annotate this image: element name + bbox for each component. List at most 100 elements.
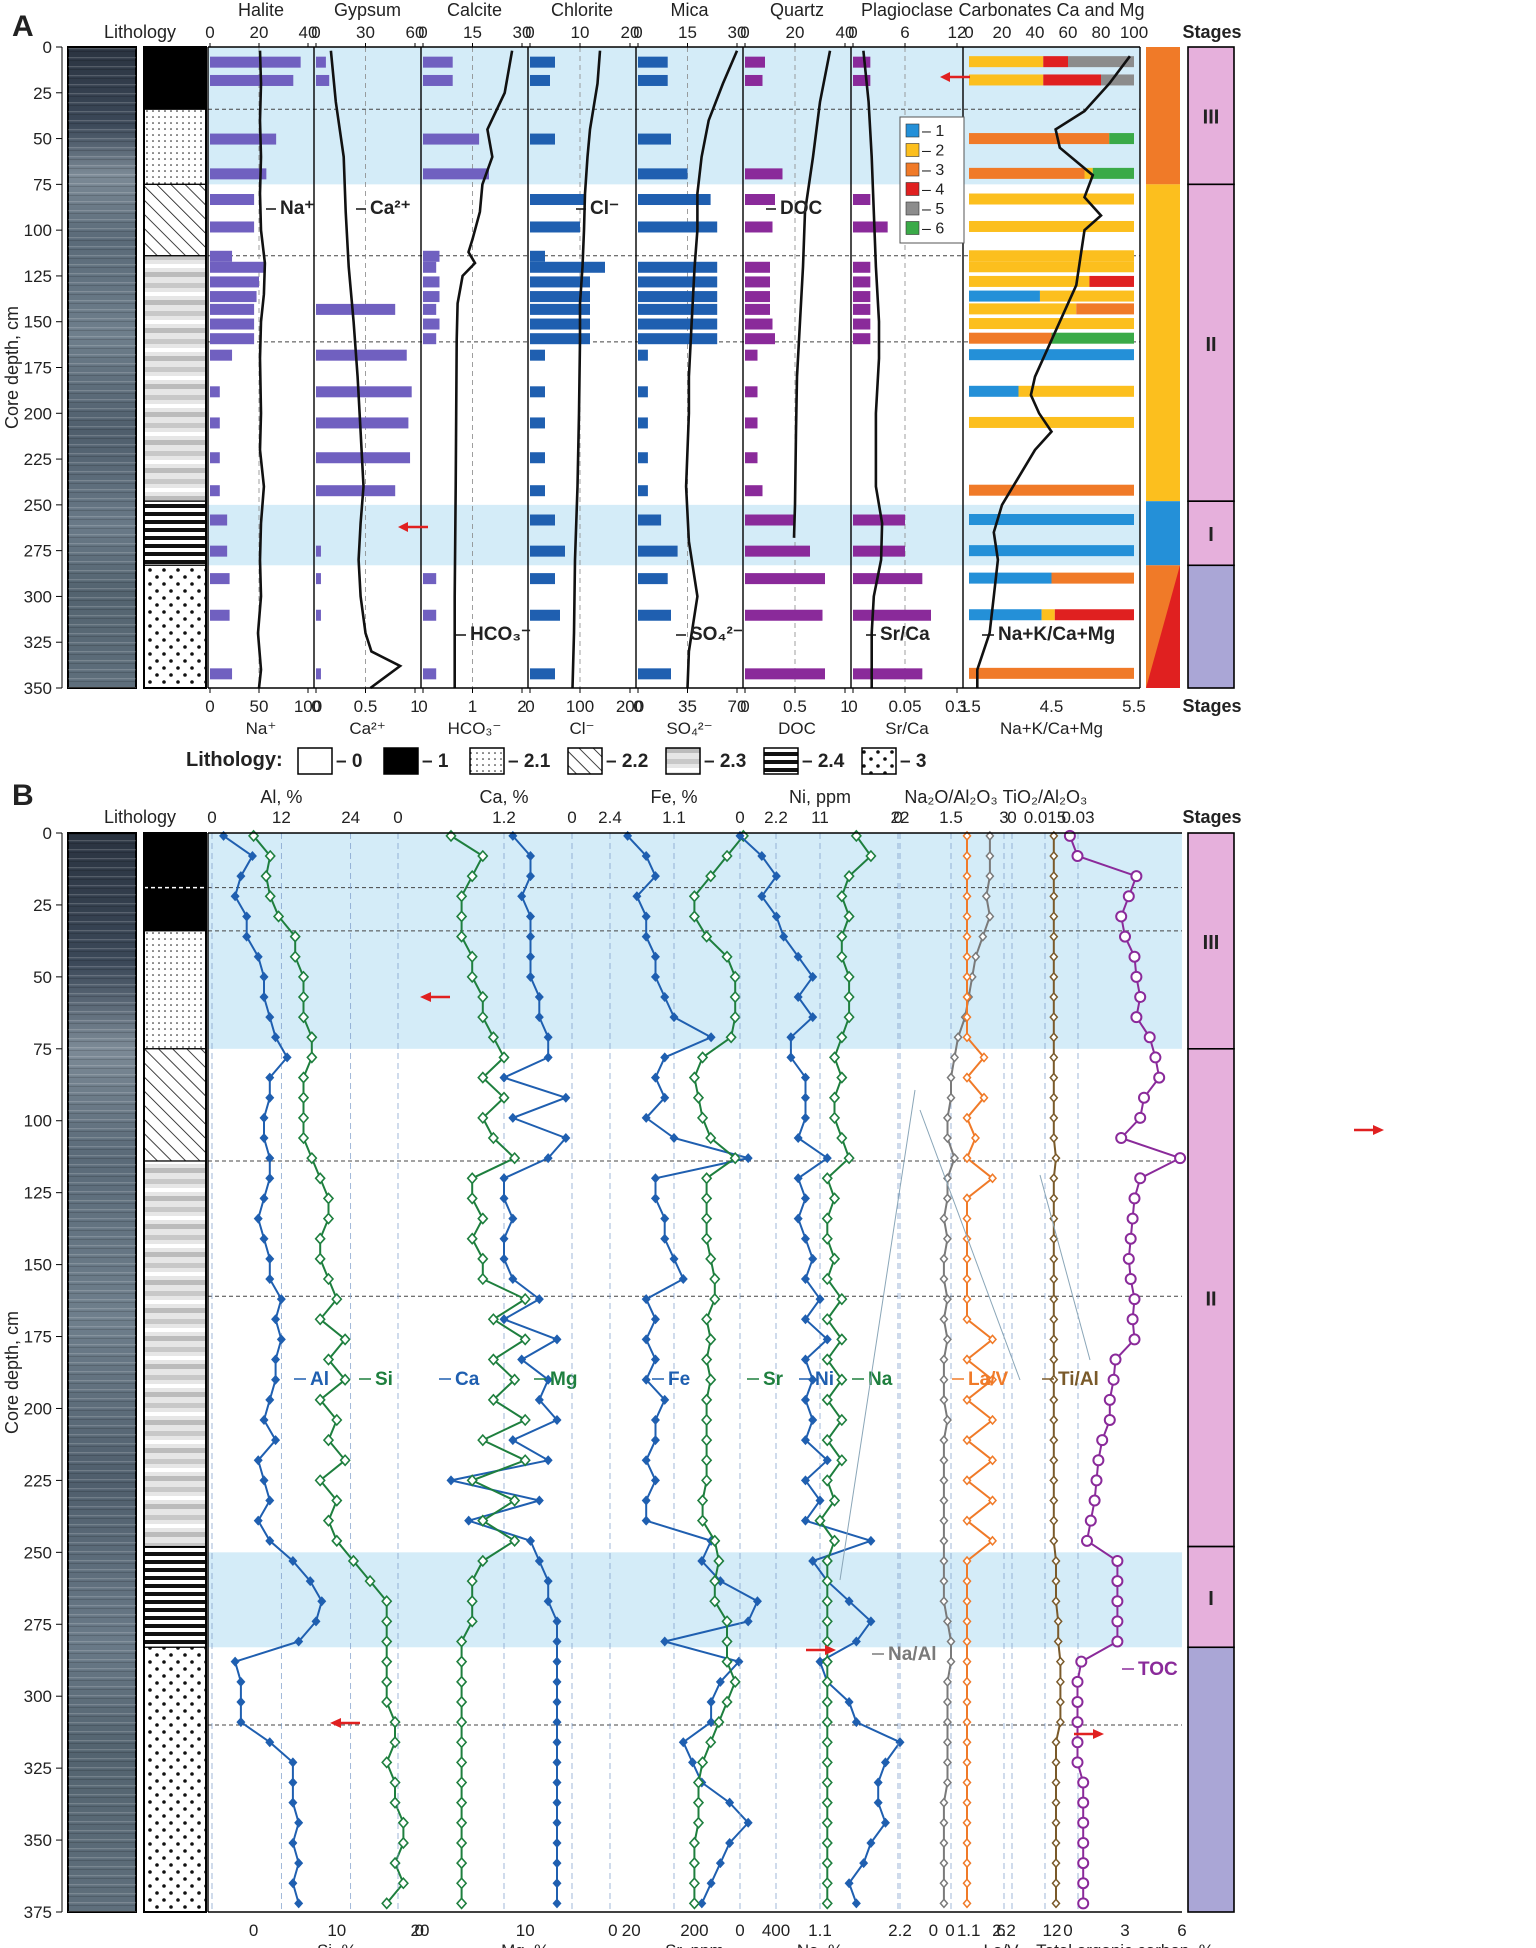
data-point	[517, 891, 527, 902]
data-point	[1153, 1071, 1166, 1084]
data-point	[314, 1313, 326, 1326]
data-point	[701, 1474, 713, 1487]
data-point	[939, 1434, 949, 1446]
data-point	[552, 1676, 562, 1687]
mineral-bar	[638, 386, 648, 398]
data-point	[709, 1595, 721, 1608]
data-point	[381, 1655, 393, 1668]
mineral-tick-label: 20	[621, 23, 640, 42]
data-point	[477, 1071, 489, 1084]
mineral-bar	[316, 349, 407, 361]
mineral-bar	[853, 194, 871, 206]
data-point	[1128, 1293, 1141, 1306]
data-point	[1055, 1676, 1065, 1687]
stage-color-segment	[1146, 501, 1180, 566]
lith-interval	[143, 1646, 207, 1913]
data-point	[1077, 1796, 1090, 1809]
data-point	[526, 911, 535, 922]
data-point	[701, 1192, 713, 1205]
ion-tick-label: 0	[848, 697, 857, 716]
data-point	[828, 1091, 841, 1104]
data-point	[808, 1374, 818, 1385]
data-point	[650, 971, 660, 982]
red-arrow-head	[825, 1645, 836, 1655]
data-point	[942, 1112, 952, 1123]
data-point	[230, 891, 240, 902]
data-point	[322, 1192, 335, 1205]
data-point	[650, 1072, 660, 1083]
data-point	[705, 1736, 717, 1749]
carbonate-segment	[1092, 167, 1134, 179]
data-point	[247, 851, 257, 862]
ion-tick-label: 100	[294, 697, 322, 716]
data-point	[821, 1232, 833, 1245]
data-point	[466, 869, 478, 883]
lith-interval	[143, 255, 207, 502]
data-point	[962, 1394, 972, 1405]
data-point	[836, 1454, 848, 1467]
carbonate-segment	[969, 318, 1134, 330]
data-point	[821, 1212, 833, 1225]
data-point	[962, 850, 972, 862]
data-point	[709, 1574, 721, 1588]
ion-curve	[256, 50, 267, 689]
data-point	[786, 1052, 796, 1063]
bottom-tick-label: 3	[1120, 1921, 1129, 1940]
carbonates-tick-label: 80	[1092, 23, 1111, 42]
mineral-bar	[530, 56, 555, 68]
mineral-bar	[745, 485, 763, 497]
ion-tick-label: 200	[616, 697, 644, 716]
mineral-bar	[853, 74, 871, 86]
data-point	[962, 1636, 972, 1647]
mineral-bar	[530, 514, 555, 526]
carbonate-segment	[969, 167, 1085, 179]
carbonate-segment	[969, 416, 1134, 428]
data-point	[466, 1615, 478, 1628]
data-point	[259, 1233, 269, 1244]
legend-swatch	[383, 747, 419, 775]
data-point	[1049, 850, 1059, 862]
data-point	[800, 1314, 810, 1325]
mineral-tick-label: 10	[571, 23, 590, 42]
lithology-label: Lithology	[104, 807, 176, 827]
data-point	[1051, 1737, 1061, 1748]
data-point	[641, 931, 651, 942]
data-point	[242, 931, 252, 942]
data-point	[743, 1616, 753, 1627]
data-point	[942, 1676, 952, 1687]
data-point	[688, 1757, 698, 1768]
red-arrow-head	[1373, 1125, 1384, 1135]
data-point	[552, 1656, 562, 1667]
data-point	[498, 1091, 510, 1104]
data-point	[552, 1636, 562, 1647]
depth-tick-label: 350	[24, 679, 52, 698]
data-point	[706, 1878, 716, 1889]
data-point	[701, 1413, 713, 1427]
data-point	[339, 1373, 351, 1386]
data-point	[793, 992, 803, 1003]
top-tick-label: 0	[1007, 808, 1016, 827]
data-point	[1149, 1051, 1162, 1064]
data-point	[322, 1212, 335, 1225]
data-point	[253, 1213, 263, 1224]
carb-legend-label: – 3	[922, 162, 944, 179]
data-point	[713, 1554, 725, 1568]
carbonate-segment	[969, 56, 1044, 68]
data-point	[962, 991, 972, 1003]
legend-swatch	[861, 747, 897, 775]
data-point	[962, 1112, 972, 1123]
data-point	[939, 1575, 949, 1587]
mineral-bar	[745, 276, 770, 288]
ion-label: HCO₃⁻	[470, 624, 531, 645]
data-point	[389, 1715, 401, 1729]
data-point	[946, 1656, 956, 1667]
data-point	[752, 1596, 762, 1607]
lith-interval	[143, 1048, 207, 1162]
data-point	[456, 1715, 468, 1729]
data-point	[985, 871, 995, 882]
mineral-bar	[423, 74, 453, 86]
data-point	[844, 1696, 854, 1707]
data-point	[729, 1151, 741, 1165]
data-point	[771, 911, 781, 922]
mineral-title: Gypsum	[334, 0, 401, 20]
